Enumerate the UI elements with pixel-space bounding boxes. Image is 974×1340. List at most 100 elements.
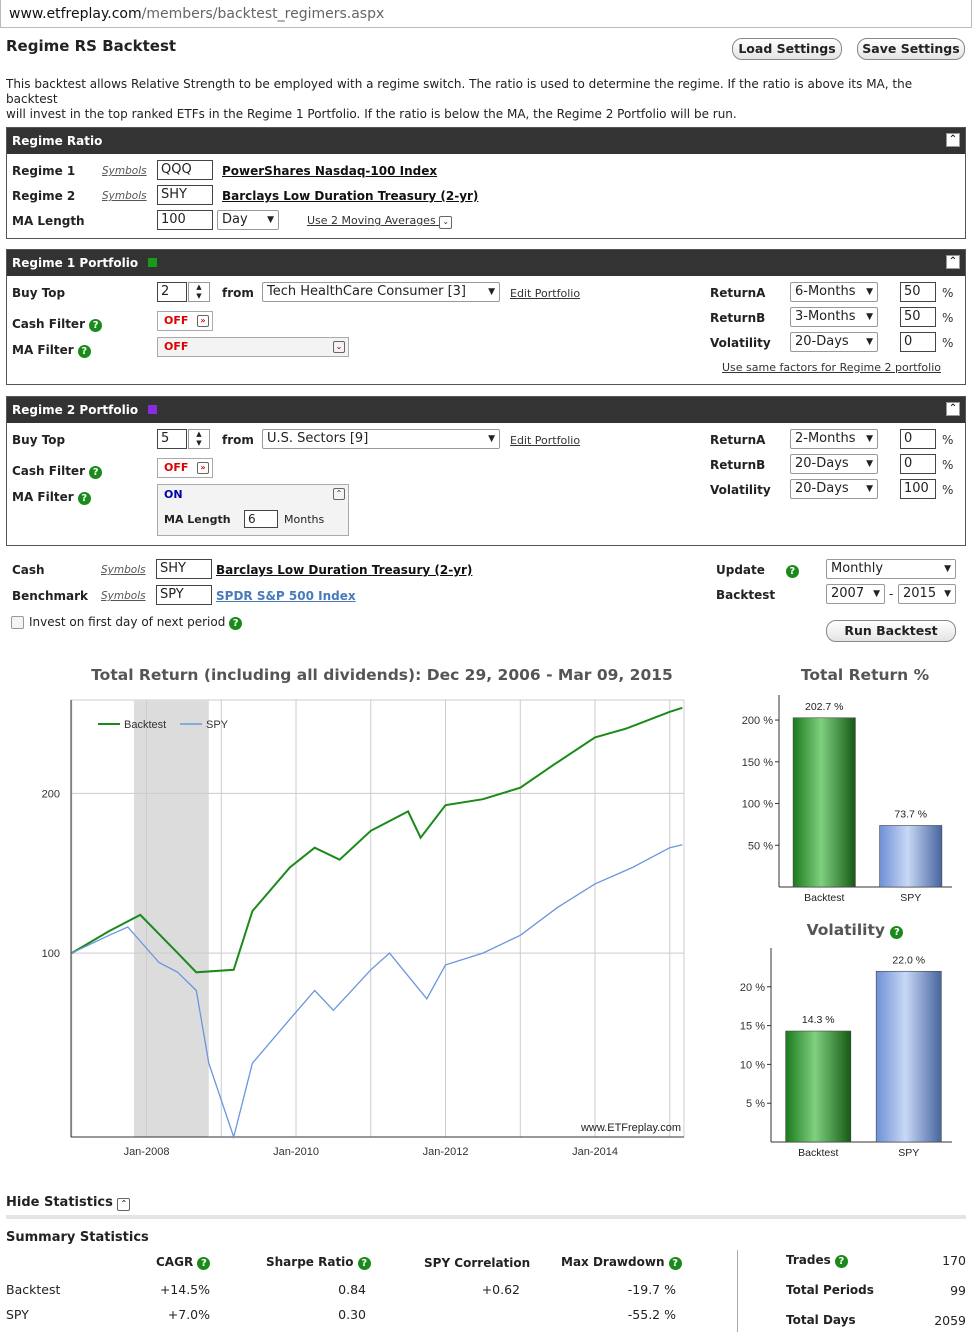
buy-top-input[interactable]: 5 — [157, 429, 187, 449]
returnA-weight-input[interactable]: 50 — [900, 282, 936, 302]
ma-filter-value: ON — [164, 488, 183, 501]
collapse-icon[interactable]: ⌃ — [946, 255, 960, 269]
cash-symbols-link[interactable]: Symbols — [101, 564, 146, 576]
dropdown-arrow-icon: ▼ — [866, 287, 873, 297]
update-label: Update ? — [716, 563, 799, 578]
sharpe-header: Sharpe Ratio ? — [266, 1255, 371, 1270]
use-same-factors-link[interactable]: Use same factors for Regime 2 portfolio — [722, 361, 941, 374]
ma-unit-value: Day — [222, 212, 248, 227]
buy-top-stepper[interactable]: ▲ ▼ — [188, 282, 210, 302]
percent-sign: % — [942, 483, 954, 497]
regime2-input[interactable]: SHY — [157, 185, 213, 205]
portfolio-select[interactable]: Tech HealthCare Consumer [3] ▼ — [262, 282, 500, 302]
load-settings-button[interactable]: Load Settings — [732, 38, 842, 60]
update-select[interactable]: Monthly ▼ — [826, 559, 956, 579]
benchmark-input[interactable]: SPY — [156, 585, 212, 605]
help-icon[interactable]: ? — [197, 1257, 211, 1270]
help-icon[interactable]: ? — [834, 1255, 848, 1268]
regime1-name-link[interactable]: PowerShares Nasdaq-100 Index — [222, 164, 438, 178]
bar-category-label: SPY — [898, 1147, 919, 1159]
collapse-icon[interactable]: ⌃ — [946, 133, 960, 147]
regime2-header: Regime 2 Portfolio ⌃ — [7, 397, 965, 423]
ma-filter-toggle[interactable]: OFF ⌄ — [157, 337, 349, 357]
volatility-title-text: Volatility — [806, 921, 886, 939]
ma-unit-select[interactable]: Day ▼ — [217, 210, 279, 230]
stats-row-label: SPY — [6, 1307, 29, 1322]
volatility-period-value: 20-Days — [795, 334, 849, 349]
hide-statistics-link[interactable]: Hide Statistics ⌃ — [6, 1195, 131, 1211]
regime1-symbols-link[interactable]: Symbols — [102, 165, 147, 177]
buy-top-input[interactable]: 2 — [157, 282, 187, 302]
ma-length-input[interactable]: 100 — [157, 210, 213, 230]
returnB-period-select[interactable]: 3-Months ▼ — [790, 307, 878, 327]
save-settings-button[interactable]: Save Settings — [857, 38, 965, 60]
cash-filter-toggle[interactable]: OFF » — [157, 311, 213, 331]
volatility-bar-chart: 5 % 10 % 15 % 20 % 14.3 % Backtest 22.0 % SPY — [740, 948, 952, 1159]
collapse-icon[interactable]: ⌃ — [946, 402, 960, 416]
returnA-weight-input[interactable]: 0 — [900, 429, 936, 449]
returnB-period-value: 3-Months — [795, 309, 856, 324]
returnA-period-select[interactable]: 2-Months ▼ — [790, 429, 878, 449]
buy-top-label: Buy Top — [12, 433, 66, 447]
ma-filter-box[interactable]: ON ⌃ MA Length 6 Months — [157, 484, 349, 536]
volatility-label: Volatility — [710, 483, 771, 497]
expand-icon: » — [197, 462, 209, 474]
edit-portfolio-link[interactable]: Edit Portfolio — [510, 434, 581, 447]
total-days-value: 2059 — [934, 1313, 966, 1328]
x-tick-label: Jan-2012 — [423, 1146, 469, 1158]
chart-title: Total Return (including all dividends): … — [91, 666, 673, 684]
volatility-weight-input[interactable]: 0 — [900, 332, 936, 352]
help-icon[interactable]: ? — [890, 926, 904, 939]
backtest-correlation: +0.62 — [481, 1282, 520, 1297]
help-icon[interactable]: ? — [89, 466, 103, 479]
y-tick-label: 150 % — [742, 757, 773, 769]
address-bar[interactable]: www.etfreplay.com/members/backtest_regim… — [0, 0, 972, 28]
collapse-icon[interactable]: ⌃ — [333, 488, 345, 500]
cash-name-link[interactable]: Barclays Low Duration Treasury (2-yr) — [216, 563, 473, 577]
y-tick-label: 20 % — [740, 982, 765, 994]
regime2-symbols-link[interactable]: Symbols — [102, 190, 147, 202]
end-year-select[interactable]: 2015 ▼ — [898, 584, 956, 604]
spy-drawdown: -55.2 % — [627, 1307, 676, 1322]
regime2-title: Regime 2 Portfolio — [12, 403, 139, 417]
help-icon[interactable]: ? — [77, 492, 91, 505]
ma-length-input[interactable]: 6 — [244, 510, 278, 528]
stats-row-label: Backtest — [6, 1282, 61, 1297]
help-icon[interactable]: ? — [77, 345, 91, 358]
regime-ratio-panel: Regime Ratio ⌃ — [6, 127, 966, 239]
benchmark-symbols-link[interactable]: Symbols — [101, 590, 146, 602]
volatility-period-select[interactable]: 20-Days ▼ — [790, 332, 878, 352]
buy-top-stepper[interactable]: ▲ ▼ — [188, 429, 210, 449]
use-2-ma-link[interactable]: Use 2 Moving Averages ⌄ — [307, 214, 453, 229]
help-icon[interactable]: ? — [229, 617, 243, 630]
regime1-input[interactable]: QQQ — [157, 160, 213, 180]
backtest-sharpe: 0.84 — [338, 1282, 366, 1297]
portfolio-select[interactable]: U.S. Sectors [9] ▼ — [262, 429, 500, 449]
cash-input[interactable]: SHY — [156, 559, 212, 579]
help-icon[interactable]: ? — [668, 1257, 682, 1270]
returnA-period-select[interactable]: 6-Months ▼ — [790, 282, 878, 302]
trades-label-text: Trades — [786, 1253, 831, 1267]
total-periods-value: 99 — [950, 1283, 966, 1298]
help-icon[interactable]: ? — [357, 1257, 371, 1270]
edit-portfolio-link[interactable]: Edit Portfolio — [510, 287, 581, 300]
ma-length-label: MA Length — [12, 214, 85, 228]
help-icon[interactable]: ? — [89, 319, 103, 332]
invest-first-checkbox[interactable] — [11, 616, 24, 629]
start-year-select[interactable]: 2007 ▼ — [826, 584, 885, 604]
max-drawdown-header-text: Max Drawdown — [561, 1255, 665, 1269]
dropdown-arrow-icon: ▼ — [866, 434, 873, 444]
returnB-period-select[interactable]: 20-Days ▼ — [790, 454, 878, 474]
from-label: from — [222, 286, 254, 300]
returnB-weight-input[interactable]: 50 — [900, 307, 936, 327]
run-backtest-button[interactable]: Run Backtest — [826, 620, 956, 642]
cash-filter-toggle[interactable]: OFF » — [157, 458, 213, 478]
returnB-label: ReturnB — [710, 458, 766, 472]
volatility-period-select[interactable]: 20-Days ▼ — [790, 479, 878, 499]
regime2-name-link[interactable]: Barclays Low Duration Treasury (2-yr) — [222, 189, 479, 203]
benchmark-name-link[interactable]: SPDR S&P 500 Index — [216, 589, 356, 603]
help-icon[interactable]: ? — [785, 565, 799, 578]
returnB-weight-input[interactable]: 0 — [900, 454, 936, 474]
dropdown-arrow-icon: ▼ — [944, 589, 951, 599]
volatility-weight-input[interactable]: 100 — [900, 479, 936, 499]
